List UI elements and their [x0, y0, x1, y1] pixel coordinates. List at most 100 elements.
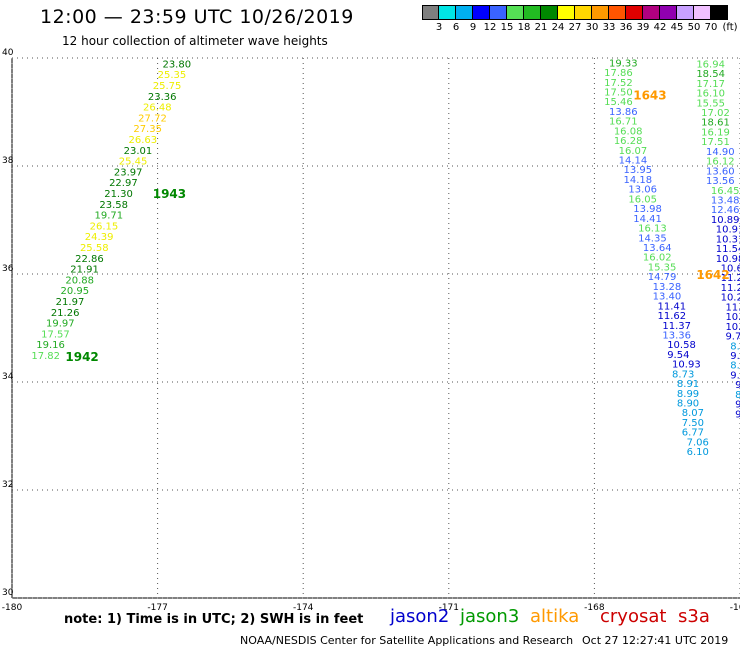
wave-height-label: 16.71	[609, 117, 638, 128]
scale-swatch	[592, 5, 609, 20]
wave-height-label: 25.75	[153, 81, 182, 92]
wave-height-label: 17.82	[31, 351, 60, 362]
wave-height-label: 21.91	[70, 265, 99, 276]
wave-height-label: 20.88	[65, 275, 94, 286]
wave-height-label: 13.56	[706, 176, 735, 187]
wave-height-label: 14.14	[619, 156, 648, 167]
wave-height-label: 11.41	[657, 301, 686, 312]
wave-height-label: 20.95	[61, 286, 90, 297]
wave-height-label: 11.54	[716, 244, 740, 255]
wave-height-label: 9.54	[667, 350, 689, 361]
wave-height-label: 16.07	[619, 146, 648, 157]
wave-height-label: 13.98	[633, 204, 662, 215]
wave-height-label: 15.46	[604, 97, 633, 108]
wave-height-label: 14.18	[624, 175, 653, 186]
wave-height-label: 17.52	[604, 78, 633, 89]
wave-height-label: 21.26	[51, 308, 80, 319]
scale-tick-label: 6	[452, 22, 460, 33]
wave-height-label: 10.93	[672, 360, 701, 371]
scale-swatch	[456, 5, 473, 20]
scale-swatch	[541, 5, 558, 20]
wave-height-label: 13.48	[711, 195, 740, 206]
wave-height-label: 26.63	[128, 135, 157, 146]
scale-swatch	[422, 5, 439, 20]
x-tick-label: -180	[2, 603, 23, 613]
wave-height-label: 13.60	[706, 166, 735, 177]
wave-height-label: 8.90	[677, 399, 699, 410]
track-time-label: 1943	[153, 187, 186, 201]
wave-height-label: 14.79	[648, 272, 677, 283]
wave-height-label: 26.48	[143, 103, 172, 114]
wave-height-label: 21.97	[56, 297, 85, 308]
wave-height-label: 23.58	[99, 200, 128, 211]
wave-height-label: 8.77	[735, 390, 740, 401]
wave-height-label: 18.54	[696, 69, 725, 80]
wave-height-label: 19.33	[609, 58, 638, 69]
wave-height-label: 9.42	[735, 380, 740, 391]
wave-height-label: 22.86	[75, 254, 104, 265]
scale-swatch	[507, 5, 524, 20]
y-tick-label: 38	[2, 156, 14, 166]
scale-tick-label: 42	[653, 22, 667, 33]
wave-height-label: 12.46	[711, 205, 740, 216]
page-subtitle: 12 hour collection of altimeter wave hei…	[62, 34, 328, 48]
scale-tick-label: 12	[483, 22, 497, 33]
scale-swatch	[524, 5, 541, 20]
wave-height-label: 13.95	[624, 165, 653, 176]
wave-height-label: 8.73	[672, 369, 694, 380]
scale-tick-label: 3	[435, 22, 443, 33]
wave-height-label: 16.05	[628, 194, 657, 205]
wave-height-label: 13.36	[662, 330, 691, 341]
wave-height-label: 13.86	[609, 107, 638, 118]
satellite-legend-jason2: jason2	[390, 606, 450, 627]
wave-height-label: 10.91	[716, 225, 740, 236]
y-tick-label: 40	[2, 48, 14, 58]
wave-height-label: 22.97	[109, 178, 138, 189]
wave-height-label: 10.58	[667, 340, 696, 351]
wave-height-label: 21.30	[104, 189, 133, 200]
credit-text: NOAA/NESDIS Center for Satellite Applica…	[240, 634, 574, 647]
scale-tick-label: 30	[585, 22, 599, 33]
scale-tick-label: 21	[534, 22, 548, 33]
wave-height-label: 8.99	[677, 389, 699, 400]
wave-height-label: 13.64	[643, 243, 672, 254]
scale-unit: (ft)	[722, 22, 738, 33]
wave-height-label: 25.58	[80, 243, 109, 254]
wave-height-label: 10.89	[711, 215, 740, 226]
track-time-label: 1942	[65, 350, 98, 364]
wave-height-label: 16.13	[638, 224, 667, 235]
track-time-label: 1642	[696, 268, 729, 282]
x-tick-label: -177	[147, 603, 167, 613]
wave-height-label: 17.17	[696, 79, 725, 90]
wave-height-label: 24.39	[85, 232, 114, 243]
wave-height-label: 16.02	[643, 253, 672, 264]
wave-height-label: 15.55	[696, 98, 725, 109]
wave-height-label: 9.48	[730, 351, 740, 362]
wave-height-label: 27.35	[133, 124, 162, 135]
wave-height-label: 6.77	[682, 428, 704, 439]
scale-swatch	[558, 5, 575, 20]
wave-height-label: 17.57	[41, 329, 70, 340]
x-tick-label: -171	[439, 603, 459, 613]
wave-height-label: 16.10	[696, 89, 725, 100]
scale-swatch	[626, 5, 643, 20]
scale-swatch	[490, 5, 507, 20]
footer-note: note: 1) Time is in UTC; 2) SWH is in fe…	[64, 612, 364, 627]
wave-height-label: 10.29	[721, 293, 740, 304]
wave-height-label: 23.01	[124, 146, 153, 157]
wave-height-label: 17.50	[604, 87, 633, 98]
wave-height-label: 17.86	[604, 68, 633, 79]
wave-height-label: 8.91	[677, 379, 699, 390]
scale-tick-label: 33	[602, 22, 616, 33]
wave-height-label: 7.06	[687, 437, 709, 448]
scale-swatch	[643, 5, 660, 20]
scale-tick-label: 15	[500, 22, 514, 33]
wave-height-label: 18.61	[701, 118, 730, 129]
wave-height-label: 8.94	[730, 361, 740, 372]
page-title: 12:00 — 23:59 UTC 10/26/2019	[40, 6, 354, 28]
wave-height-label: 13.40	[653, 292, 682, 303]
wave-height-label: 16.94	[696, 59, 725, 70]
wave-height-label: 9.74	[725, 332, 740, 343]
wave-height-label: 11.62	[657, 311, 686, 322]
